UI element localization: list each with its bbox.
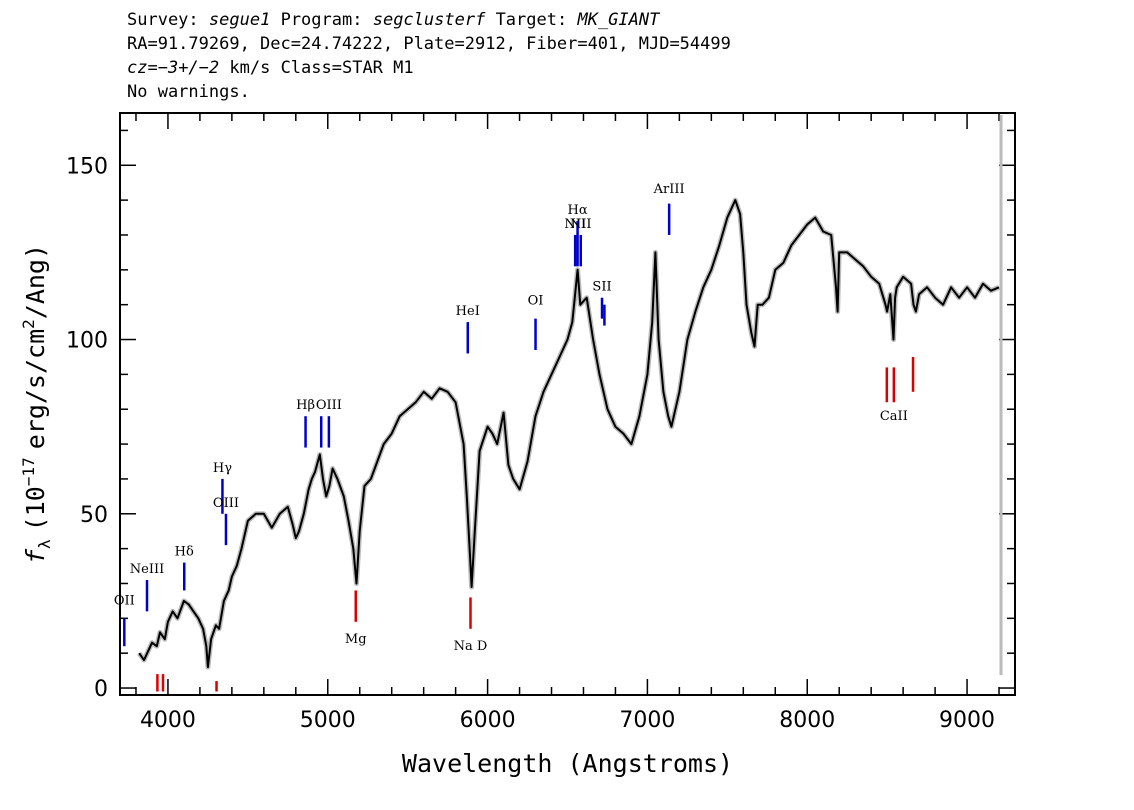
emission_lines-label: ArIII xyxy=(653,182,685,197)
emission_lines-label: Hδ xyxy=(175,545,194,560)
x-tick-label: 6000 xyxy=(460,708,516,733)
cz-value: =−3+/−2 xyxy=(147,58,220,78)
emission_lines-label: OII xyxy=(114,593,135,608)
header-line-1: Survey: segue1 Program: segclusterf Targ… xyxy=(127,8,731,32)
y-tick-label: 50 xyxy=(80,503,108,528)
cz-label: cz xyxy=(127,58,148,78)
emission_lines-label: Hβ xyxy=(296,398,315,413)
ylabel-exp1: −17 xyxy=(19,457,38,486)
survey-label: Survey: xyxy=(127,10,199,30)
axis-ticks xyxy=(120,113,1015,695)
emission_lines-label: NII xyxy=(570,217,592,232)
x-tick-label: 4000 xyxy=(140,708,196,733)
target-value: MK_GIANT xyxy=(577,10,660,30)
axis-tick-labels: 4000 5000 6000 7000 8000 9000 0 50 100 150 xyxy=(66,154,995,733)
ylabel-pre: (10 xyxy=(21,486,50,531)
emission_lines-label: SII xyxy=(592,280,611,295)
spectrum-line xyxy=(138,199,1000,669)
emission_lines-label: HeI xyxy=(456,304,480,319)
ylabel-sub: λ xyxy=(35,539,54,549)
program-label: Program: xyxy=(280,10,363,30)
emission_lines-label: NII xyxy=(564,217,586,232)
ylabel-exp2: 2 xyxy=(19,319,38,329)
absorption_lines-label: CaII xyxy=(880,409,908,424)
y-tick-label: 0 xyxy=(94,677,108,702)
emission_lines-label: OI xyxy=(528,294,544,309)
ylabel-mid: erg/s/cm xyxy=(21,329,50,449)
emission_lines-label: Hα xyxy=(568,203,588,218)
x-tick-label: 5000 xyxy=(300,708,356,733)
emission_lines-label: OIII xyxy=(213,496,239,511)
survey-value: segue1 xyxy=(208,10,271,30)
x-tick-label: 9000 xyxy=(939,708,995,733)
program-value: segclusterf xyxy=(372,10,486,30)
ylabel-post: /Ang) xyxy=(21,244,50,319)
cz-unit: km/s Class=STAR M1 xyxy=(229,58,414,78)
plot-frame xyxy=(119,112,1016,696)
header-line-4: No warnings. xyxy=(127,82,250,102)
emission_lines-label: Hγ xyxy=(213,461,232,476)
y-tick-label: 150 xyxy=(66,154,108,179)
header-line-2: RA=91.79269, Dec=24.74222, Plate=2912, F… xyxy=(127,34,731,54)
y-tick-label: 100 xyxy=(66,329,108,354)
emission_lines-label: NeIII xyxy=(130,562,164,577)
x-tick-label: 7000 xyxy=(619,708,675,733)
header-line-3: cz=−3+/−2 km/s Class=STAR M1 xyxy=(127,56,731,80)
spectrum-header: Survey: segue1 Program: segclusterf Targ… xyxy=(127,8,731,104)
ylabel-f: f xyxy=(21,548,50,564)
y-axis-title: fλ (10−17 erg/s/cm2/Ang) xyxy=(19,244,54,564)
emission_lines-label: OIII xyxy=(316,398,342,413)
x-axis-title: Wavelength (Angstroms) xyxy=(402,749,733,778)
absorption_lines-label: Mg xyxy=(345,632,367,647)
absorption_lines-label: Na D xyxy=(454,639,488,654)
x-tick-label: 8000 xyxy=(779,708,835,733)
spectrum-error-band xyxy=(137,197,1000,670)
target-label: Target: xyxy=(495,10,568,30)
